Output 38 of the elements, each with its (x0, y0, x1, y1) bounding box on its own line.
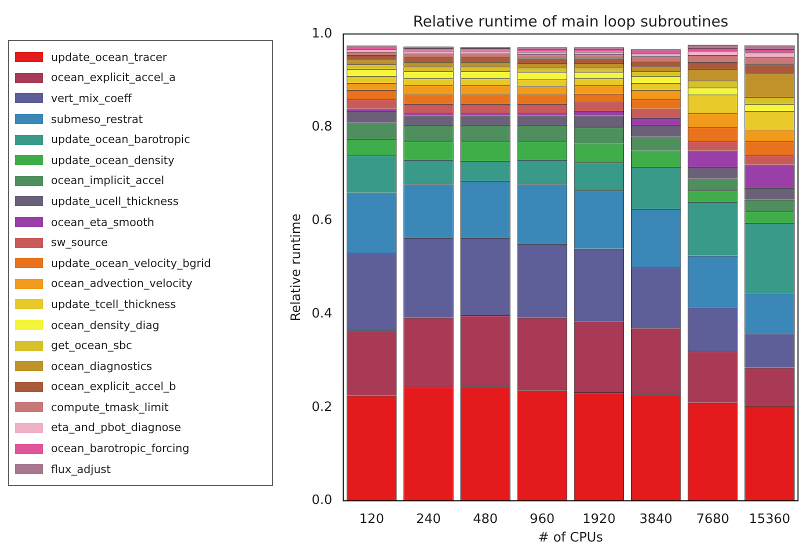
legend-label: get_ocean_sbc (51, 339, 132, 352)
legend-label: ocean_eta_smooth (51, 216, 154, 229)
y-axis-title: Relative runtime (289, 214, 304, 322)
legend-label: update_ocean_density (51, 154, 174, 167)
x-tick-label: 7680 (696, 512, 730, 527)
legend-label: flux_adjust (51, 462, 111, 476)
y-tick-label: 0.0 (312, 493, 332, 508)
x-tick-label: 240 (416, 512, 441, 527)
legend-label: eta_and_pbot_diagnose (51, 421, 181, 434)
x-tick-label: 15360 (748, 512, 790, 527)
x-tick-label: 120 (359, 512, 384, 527)
legend-label: update_ocean_velocity_bgrid (51, 256, 212, 270)
legend-label: vert_mix_coeff (51, 92, 132, 105)
legend-label: update_tcell_thickness (51, 298, 176, 311)
legend-label: ocean_advection_velocity (51, 277, 192, 290)
legend-label: submeso_restrat (51, 112, 143, 126)
legend-label: ocean_explicit_accel_a (51, 71, 176, 84)
x-axis-title: # of CPUs (538, 530, 604, 546)
legend-label: ocean_density_diag (51, 318, 160, 332)
x-tick-label: 1920 (582, 512, 616, 527)
y-tick-label: 0.2 (312, 400, 332, 415)
y-tick-label: 0.4 (312, 306, 332, 322)
x-tick-label: 480 (472, 512, 498, 527)
y-tick-label: 0.6 (312, 213, 332, 228)
legend-label: update_ocean_tracer (51, 50, 167, 64)
legend-label: update_ucell_thickness (51, 194, 179, 208)
legend-label: ocean_explicit_accel_b (51, 380, 176, 394)
y-tick-label: 1.0 (312, 26, 332, 42)
legend-label: ocean_implicit_accel (51, 174, 164, 188)
legend-label: ocean_diagnostics (51, 360, 152, 373)
x-tick-label: 960 (530, 512, 555, 527)
x-tick-label: 3840 (639, 512, 672, 527)
chart-title: Relative runtime of main loop subroutines (412, 12, 728, 30)
legend-label: update_ocean_barotropic (51, 133, 190, 146)
legend-label: sw_source (51, 236, 108, 250)
y-tick-label: 0.8 (312, 120, 332, 135)
legend-label: compute_tmask_limit (51, 400, 169, 414)
legend-label: ocean_barotropic_forcing (51, 442, 190, 456)
